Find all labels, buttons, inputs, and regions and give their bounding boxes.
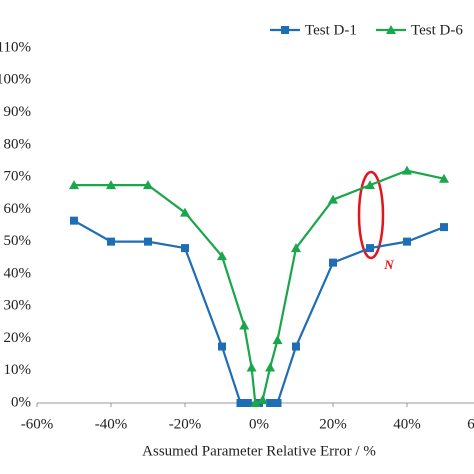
series-line — [74, 169, 445, 405]
x-tick-label: -60% — [21, 416, 54, 432]
y-tick-label: 20% — [4, 330, 32, 346]
data-point — [246, 362, 257, 372]
data-point — [272, 335, 283, 345]
data-point — [366, 244, 374, 253]
data-point — [180, 207, 190, 217]
data-point — [69, 180, 79, 190]
y-tick-label: 70% — [4, 169, 32, 185]
data-point — [107, 237, 115, 246]
data-point — [292, 342, 300, 351]
y-tick-label: 0% — [11, 394, 31, 410]
data-point — [328, 194, 338, 204]
data-point — [143, 180, 153, 190]
data-point — [439, 173, 449, 183]
data-point — [273, 399, 282, 407]
x-tick-label: -40% — [95, 416, 128, 432]
x-tick-label: 60% — [467, 416, 474, 432]
annotation: N — [383, 257, 394, 272]
data-point — [403, 237, 411, 246]
data-point — [250, 398, 261, 407]
highlight-ellipse — [357, 170, 385, 260]
data-point — [236, 399, 245, 407]
y-tick-label: 90% — [4, 104, 32, 120]
y-tick-label: 60% — [4, 201, 32, 217]
data-point — [243, 399, 252, 407]
data-point — [266, 399, 275, 407]
y-tick-label: 50% — [4, 233, 32, 249]
legend-marker — [386, 25, 396, 34]
x-tick-label: -20% — [169, 416, 202, 432]
y-tick-label: 10% — [4, 362, 32, 378]
data-point — [265, 362, 276, 372]
series-line — [73, 219, 445, 405]
y-tick-label: 30% — [4, 298, 32, 314]
y-tick-label: 100% — [0, 72, 31, 88]
data-point — [70, 216, 78, 225]
y-tick-label: 40% — [4, 265, 32, 281]
x-tick-label: 40% — [393, 416, 421, 432]
x-tick-label: 0% — [249, 416, 269, 432]
legend-label: Test D-1 — [305, 22, 357, 38]
y-tick-label: 110% — [0, 39, 31, 55]
data-point — [217, 251, 227, 261]
x-tick-label: 20% — [319, 416, 347, 432]
data-point — [239, 320, 250, 330]
data-point — [181, 244, 189, 253]
data-point — [106, 180, 116, 190]
x-axis-label: Assumed Parameter Relative Error / % — [142, 443, 376, 459]
data-point — [144, 237, 152, 246]
data-point — [329, 258, 337, 267]
data-point — [291, 243, 301, 253]
y-tick-label: 80% — [4, 136, 32, 152]
legend-marker — [281, 26, 289, 34]
data-point — [218, 342, 226, 351]
data-point — [257, 394, 268, 404]
legend-label: Test D-6 — [411, 22, 463, 38]
data-point — [365, 180, 375, 190]
data-point — [440, 223, 448, 232]
data-point — [402, 165, 412, 175]
